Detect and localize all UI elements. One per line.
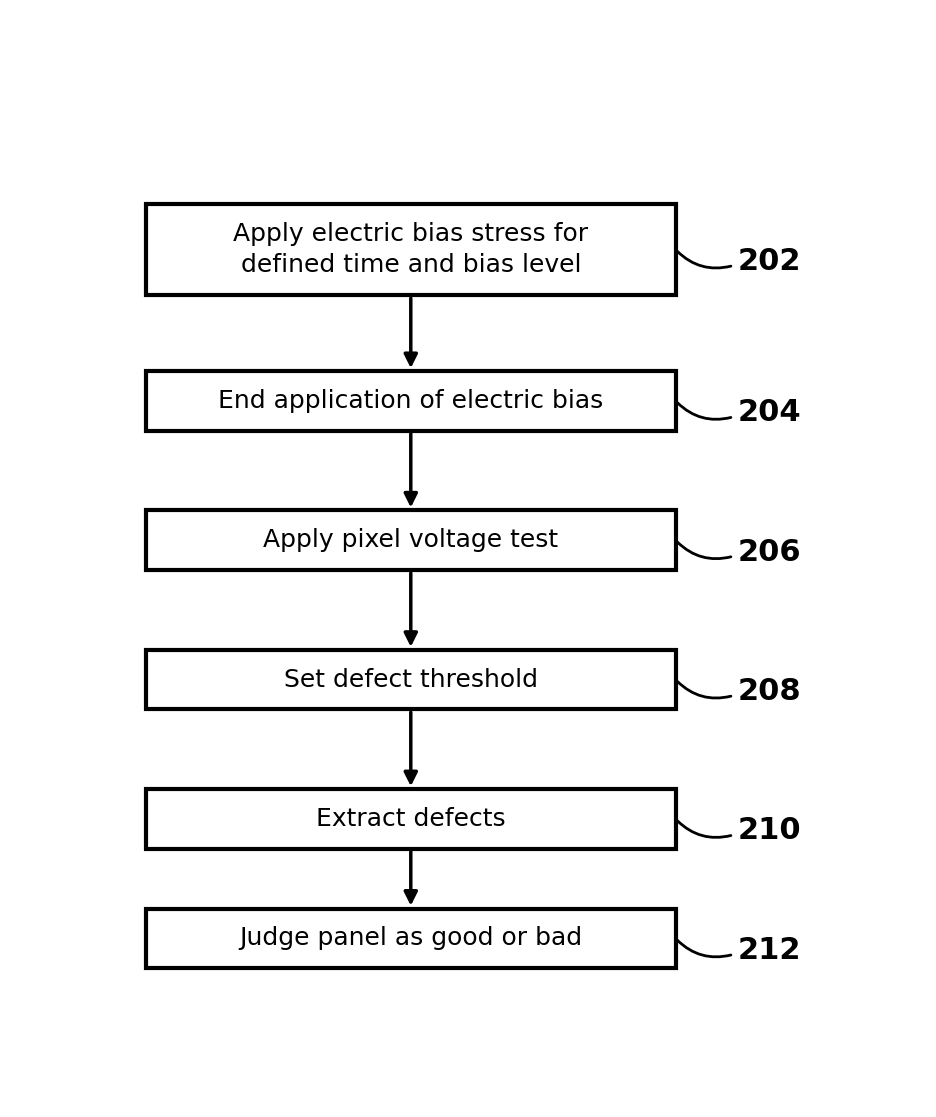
Text: 204: 204 (738, 399, 801, 428)
Text: 208: 208 (738, 677, 801, 706)
Text: End application of electric bias: End application of electric bias (218, 389, 604, 413)
Bar (146, 789, 676, 849)
Text: Set defect threshold: Set defect threshold (284, 668, 538, 691)
Bar (146, 908, 676, 968)
Bar (146, 203, 676, 295)
Text: 206: 206 (738, 537, 801, 566)
Bar (146, 510, 676, 570)
Text: 212: 212 (738, 936, 800, 965)
Text: 202: 202 (738, 247, 800, 276)
Text: 210: 210 (738, 817, 801, 846)
Text: Apply electric bias stress for
defined time and bias level: Apply electric bias stress for defined t… (233, 221, 589, 277)
Text: Judge panel as good or bad: Judge panel as good or bad (240, 926, 582, 951)
Text: Apply pixel voltage test: Apply pixel voltage test (263, 528, 559, 552)
Bar (146, 371, 676, 431)
Text: Extract defects: Extract defects (316, 806, 505, 831)
Bar (146, 650, 676, 709)
